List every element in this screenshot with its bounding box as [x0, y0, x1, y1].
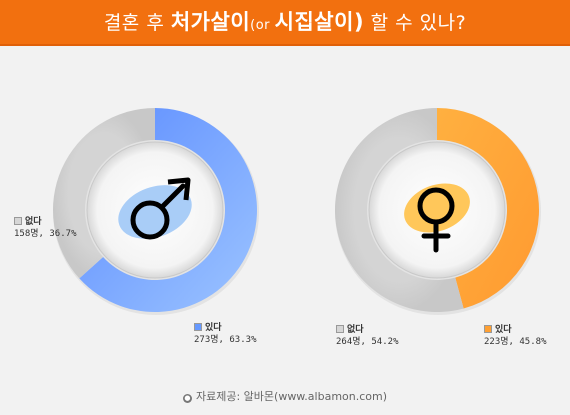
series-name: 없다 — [25, 217, 42, 227]
chart-title: 결혼 후 처가살이(or 시집살이) 할 수 있나? — [0, 0, 570, 46]
title-part-5: ) — [353, 10, 365, 34]
donut-slice-no — [335, 108, 464, 312]
title-part-6: 할 수 있나? — [364, 12, 467, 34]
series-name: 있다 — [495, 325, 512, 335]
data-label-count: 158명 — [14, 229, 39, 239]
charts-area: 없다 158명, 36.7% 있다 273명, 63.3% 없다 264명, 5… — [0, 46, 570, 376]
donut-charts — [53, 108, 541, 315]
female-symbol-icon — [404, 183, 470, 253]
source-credit: ● 자료제공: 알바몬(www.albamon.com) — [0, 388, 570, 404]
series-name: 없다 — [347, 325, 364, 335]
label-female-yes: 있다 223명, 45.8% — [484, 325, 547, 347]
label-male-yes: 있다 273명, 63.3% — [194, 323, 257, 345]
data-label-count: 264명 — [336, 337, 361, 347]
donut-slice-yes — [437, 108, 540, 309]
legend-swatch — [336, 325, 344, 333]
legend-swatch — [194, 323, 202, 331]
donut-slice-no — [53, 108, 156, 279]
label-male-no: 없다 158명, 36.7% — [14, 217, 77, 239]
legend-swatch — [14, 217, 22, 225]
data-label-count: 273명 — [194, 335, 219, 345]
data-label-percent: 63.3% — [229, 335, 257, 345]
title-part-4: 시집살이 — [274, 10, 354, 34]
legend-swatch — [484, 325, 492, 333]
title-part-3: (or — [250, 18, 275, 33]
label-female-no: 없다 264명, 54.2% — [336, 325, 399, 347]
data-label-percent: 36.7% — [49, 229, 77, 239]
title-part-1: 결혼 후 — [103, 12, 171, 34]
data-label-count: 223명 — [484, 337, 509, 347]
series-name: 있다 — [205, 323, 222, 333]
donut-slice-yes — [79, 108, 257, 312]
data-label-percent: 54.2% — [371, 337, 399, 347]
data-label-percent: 45.8% — [519, 337, 547, 347]
title-part-2: 처가살이 — [170, 10, 251, 34]
info-icon: ● — [182, 394, 192, 403]
male-symbol-icon — [118, 177, 192, 240]
source-text: 자료제공: 알바몬(www.albamon.com) — [195, 390, 388, 403]
